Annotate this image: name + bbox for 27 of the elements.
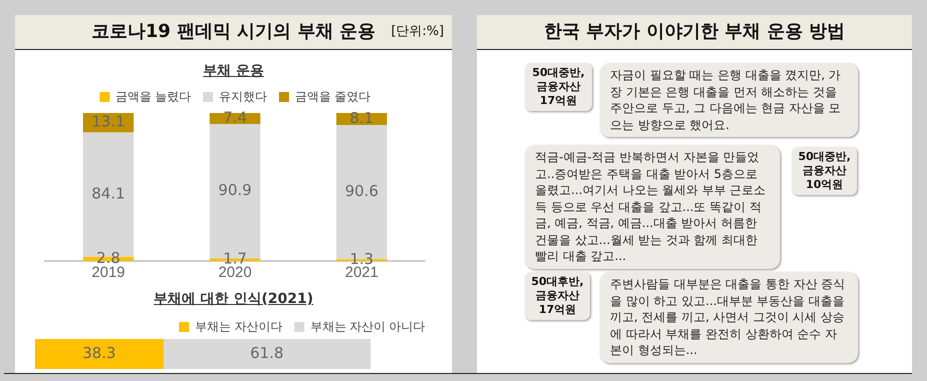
legend-label: 금액을 줄였다: [295, 89, 370, 104]
name-tag: 50대중반, 금융자산 10억원: [792, 147, 857, 195]
data-label: 90.6: [344, 182, 378, 200]
text: 한국 부자가 이야기한 부채 운용 방법: [477, 15, 912, 50]
speech-bubble: 주변사람들 대부분은 대출을 통한 자산 증식을 많이 하고 있고...대부분 부동산을 대출을 끼고, 전세를 끼고, 사면서 그것이 시세 상승에 따라서 부채를 완전히 상환하여 순수 자본이 형성되는...: [600, 272, 858, 362]
data-label: 7.4: [223, 108, 247, 126]
chart-subtitle: 부채 운용: [202, 62, 265, 80]
speech-bubble: 자금이 필요할 때는 은행 대출을 꼈지만, 가장 기본은 은행 대출을 먼저 해소하는 것을 주안으로 두고, 그 다음에는 현금 자산을 모으는 방향으로 했어요.: [600, 63, 858, 137]
x-tick-label: 2020: [218, 264, 252, 282]
data-label: 90.9: [218, 181, 252, 200]
chart-title: 코로나19 팬데믹 시기의 부채 운용: [91, 21, 376, 42]
speech-bubble: 적금-예금-적금 반복하면서 자본을 만들었고..증여받은 주택을 대출 받아서 5층으로 올렸고...여기서 나오는 월세와 부부 근로소득 등으로 우선 대출을 갚고...또 똑같이 적금, 예금, 적금, 예금...대출 받아서 허름한 건물을 샀고...월세 받는 것과 함께 최대한 빨리 대출 갚고...: [525, 145, 780, 268]
legend-label: 유지했다: [219, 89, 267, 104]
data-label: 61.8: [250, 344, 284, 362]
data-label: 84.1: [92, 184, 126, 203]
chart-title: 부채에 대한 인식(2021): [152, 290, 314, 308]
x-tick-label: 2019: [92, 264, 126, 282]
legend-label: 금액을 늘렸다: [116, 89, 192, 104]
x-tick-label: 2021: [344, 264, 378, 282]
name-tag: 50대중반, 금융자산 17억원: [525, 63, 592, 111]
legend-label: 부채는 자산이 아니다: [310, 319, 426, 334]
text: [단위:%]: [391, 23, 444, 41]
name-tag: 50대후반, 금융자산 17억원: [525, 272, 590, 320]
data-label: 13.1: [92, 112, 126, 131]
data-label: 38.3: [82, 344, 116, 362]
legend-label: 부채는 자산이다: [195, 319, 282, 334]
data-label: 8.1: [350, 108, 374, 127]
